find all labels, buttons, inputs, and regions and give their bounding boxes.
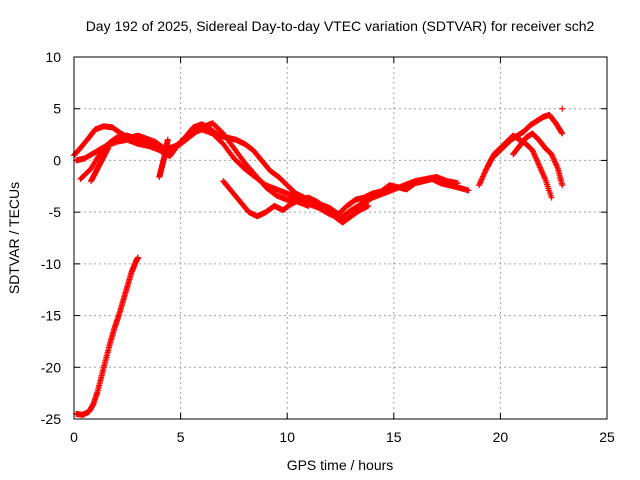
y-tick-label: 0 (53, 152, 61, 168)
data-points (71, 105, 566, 418)
data-point (559, 182, 566, 189)
data-point (548, 194, 555, 201)
data-point (365, 202, 372, 209)
y-tick-label: 10 (45, 49, 61, 65)
series-track-10 (73, 254, 141, 418)
data-point (559, 105, 566, 112)
series-track-9 (510, 130, 566, 189)
axis-ticks (73, 56, 608, 420)
x-tick-label: 5 (177, 429, 185, 445)
x-tick-label: 0 (70, 429, 78, 445)
data-point (164, 136, 171, 143)
series-track-3 (77, 120, 312, 209)
x-tick-label: 25 (599, 429, 615, 445)
data-point (305, 202, 312, 209)
series-track-4 (220, 178, 372, 226)
series-track-7 (476, 111, 566, 189)
y-tick-label: -25 (41, 411, 61, 427)
grid (74, 57, 607, 419)
x-tick-label: 15 (386, 429, 402, 445)
plot-frame (73, 56, 608, 420)
series-track-2 (73, 126, 461, 222)
data-point (465, 187, 472, 194)
data-point (134, 254, 141, 261)
y-tick-label: -20 (41, 359, 61, 375)
y-axis-label: SDTVAR / TECUs (6, 182, 22, 294)
data-point (559, 130, 566, 137)
series-track-8 (484, 132, 555, 201)
data-point (454, 180, 461, 187)
x-axis-label: GPS time / hours (287, 457, 394, 473)
series-track-5 (88, 145, 112, 185)
y-tick-label: -10 (41, 256, 61, 272)
series-track-11 (559, 105, 566, 112)
data-point (558, 129, 565, 136)
y-tick-label: -5 (49, 204, 62, 220)
y-tick-label: 5 (53, 101, 61, 117)
chart-title: Day 192 of 2025, Sidereal Day-to-day VTE… (86, 18, 595, 34)
x-tick-label: 20 (493, 429, 509, 445)
data-point (105, 145, 112, 152)
series-track-6 (156, 136, 171, 180)
tick-labels: 0 5 10 15 20 25 -25 -20 -15 -10 -5 0 5 10 (41, 49, 615, 445)
y-tick-label: -15 (41, 308, 61, 324)
x-tick-label: 10 (279, 429, 295, 445)
